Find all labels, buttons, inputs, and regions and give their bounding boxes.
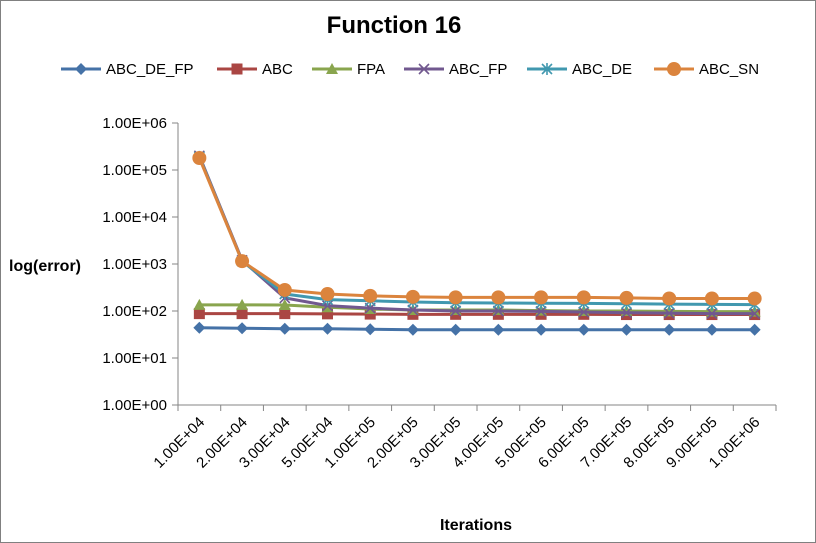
series-abc-de-fp: [193, 321, 761, 336]
chart-title: Function 16: [327, 12, 462, 39]
data-point-abc-sn: [534, 290, 549, 305]
data-point-abc-fp: [663, 307, 675, 319]
legend-marker-abc-de-fp: [75, 63, 87, 75]
legend-label: ABC_SN: [699, 61, 759, 78]
legend-item-abc-de: ABC_DE: [527, 61, 632, 78]
x-axis-title: Iterations: [440, 517, 512, 534]
y-tick-label: 1.00E+01: [102, 350, 167, 367]
legend-label: ABC_FP: [449, 61, 507, 78]
legend-label: ABC_DE_FP: [106, 61, 194, 78]
data-point-abc-de-fp: [492, 323, 505, 336]
y-axis: 1.00E+00 1.00E+01 1.00E+02 1.00E+03 1.00E+04…: [102, 115, 179, 414]
series-abc-sn: [192, 151, 762, 306]
x-axis: 1.00E+042.00E+043.00E+045.00E+041.00E+05…: [150, 404, 777, 472]
data-point-abc-sn: [405, 289, 420, 304]
y-tick-label: 1.00E+03: [102, 256, 167, 273]
data-point-abc-sn: [320, 286, 335, 301]
legend-label: ABC: [262, 61, 293, 78]
data-point-fpa: [236, 298, 249, 310]
data-point-abc-fp: [492, 305, 504, 317]
data-point-abc-fp: [535, 305, 547, 317]
data-point-abc-sn: [619, 290, 634, 305]
legend-marker-abc-fp: [418, 63, 430, 75]
data-point-abc-fp: [749, 308, 761, 320]
data-point-abc-sn: [704, 291, 719, 306]
data-point-abc-sn: [662, 291, 677, 306]
data-point-abc-fp: [450, 305, 462, 317]
data-point-abc-de-fp: [449, 323, 462, 336]
data-point-abc-sn: [192, 151, 207, 166]
data-point-abc: [322, 308, 333, 320]
y-axis-title: log(error): [9, 258, 81, 275]
legend-marker-abc-de: [541, 63, 553, 75]
series-line-abc-fp: [197, 155, 755, 316]
data-point-abc: [193, 308, 205, 320]
data-point-abc-de-fp: [406, 323, 419, 336]
series-line-abc-sn: [197, 157, 755, 300]
legend-item-abc-de-fp: ABC_DE_FP: [61, 61, 194, 78]
legend-marker-abc-sn: [667, 62, 681, 76]
data-point-abc-sn: [491, 290, 506, 305]
data-point-abc-sn: [576, 290, 591, 305]
legend-marker-abc: [231, 63, 243, 75]
legend-label: ABC_DE: [572, 61, 632, 78]
series-layer: [192, 150, 762, 336]
data-point-abc-sn: [448, 290, 463, 305]
data-point-abc-de-fp: [663, 323, 676, 336]
series-line-abc-de: [197, 156, 755, 307]
data-point-abc-fp: [620, 307, 633, 319]
legend-item-fpa: FPA: [312, 61, 385, 78]
legend-item-abc-sn: ABC_SN: [654, 61, 759, 78]
data-point-abc-de-fp: [321, 322, 334, 335]
data-point-abc-de-fp: [364, 323, 377, 336]
data-point-abc-sn: [235, 254, 250, 269]
series-line-abc-de-fp: [199, 326, 755, 332]
data-point-abc-de-fp: [278, 322, 291, 335]
data-point-abc-fp: [706, 308, 718, 320]
legend-item-abc-fp: ABC_FP: [404, 61, 507, 78]
data-point-abc-de-fp: [236, 322, 249, 335]
y-tick-label: 1.00E+02: [102, 303, 167, 320]
legend: ABC_DE_FP ABC FPA ABC_FP ABC_DE ABC_SN: [61, 61, 759, 78]
data-point-abc-de-fp: [620, 323, 633, 336]
data-point-abc-de-fp: [535, 323, 548, 336]
data-point-fpa: [278, 299, 291, 311]
legend-marker-fpa: [326, 63, 338, 74]
data-point-abc-fp: [578, 306, 590, 318]
data-point-fpa: [193, 298, 206, 310]
data-point-abc-de-fp: [748, 323, 761, 336]
data-point-abc: [364, 308, 376, 320]
legend-label: FPA: [357, 61, 385, 78]
data-point-abc: [279, 308, 291, 320]
y-tick-label: 1.00E+05: [102, 162, 167, 179]
data-point-abc: [236, 308, 248, 320]
y-tick-label: 1.00E+00: [102, 397, 167, 414]
y-tick-label: 1.00E+06: [102, 115, 167, 132]
data-point-abc-de-fp: [193, 321, 206, 334]
legend-item-abc: ABC: [217, 61, 293, 78]
data-point-abc-sn: [363, 288, 378, 303]
y-tick-label: 1.00E+04: [102, 209, 167, 226]
data-point-abc-de-fp: [577, 323, 590, 336]
data-point-abc-sn: [277, 282, 292, 297]
data-point-abc-fp: [407, 304, 419, 316]
data-point-abc-sn: [747, 291, 762, 306]
data-point-abc-de-fp: [705, 323, 718, 336]
